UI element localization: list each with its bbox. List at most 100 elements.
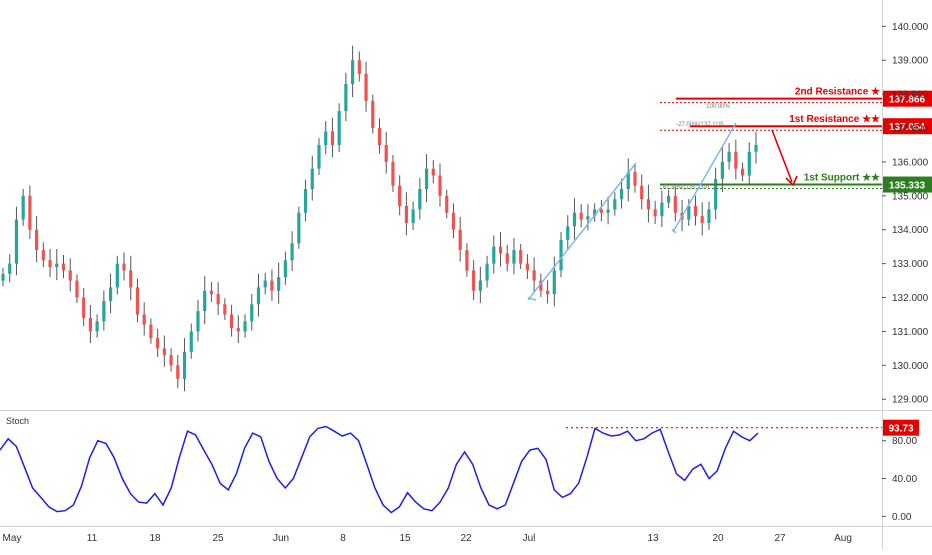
candle-body — [324, 131, 328, 145]
stoch-value-label: 93.73 — [888, 424, 913, 435]
candle-body — [687, 206, 691, 220]
candle-body — [505, 253, 509, 264]
candles — [1, 45, 758, 392]
candle-body — [250, 304, 254, 322]
level-price-label: 137.866 — [889, 95, 926, 106]
candle-body — [700, 216, 704, 223]
candle-body — [310, 168, 314, 190]
candle-body — [115, 263, 119, 288]
price-tick-label: 131.000 — [892, 327, 929, 338]
candle-body — [203, 290, 207, 312]
candle-body — [478, 280, 482, 291]
candle-body — [498, 246, 503, 254]
pattern-line — [671, 228, 677, 234]
candle-body — [142, 314, 146, 325]
candle-body — [88, 317, 93, 332]
stoch-title: Stoch — [6, 416, 29, 426]
candle-body — [525, 263, 530, 271]
price-tick-label: 132.000 — [892, 293, 929, 304]
axes: 140.000 139.000 138.000 137.000 136.000 135.0… — [3, 22, 929, 544]
candle-body — [572, 212, 577, 227]
time-tick-label: 8 — [340, 533, 346, 544]
candle-body — [243, 321, 247, 332]
candle-body — [297, 212, 301, 244]
candle-body — [169, 355, 173, 366]
price-tick-label: 135.000 — [892, 191, 929, 202]
candle-body — [1, 273, 5, 281]
time-tick-label: 22 — [460, 533, 472, 544]
candle-body — [633, 172, 637, 186]
candle-body — [41, 250, 45, 261]
price-tick-label: 136.000 — [892, 157, 929, 168]
candle-body — [61, 263, 66, 271]
candle-body — [256, 287, 261, 305]
candle-body — [619, 189, 624, 200]
candle-body — [646, 199, 651, 210]
candle-body — [102, 300, 106, 322]
candle-body — [559, 239, 563, 271]
time-tick-label: 11 — [87, 533, 98, 544]
candle-body — [176, 365, 180, 379]
candle-body — [75, 280, 79, 298]
candle-body — [135, 287, 140, 315]
time-tick-label: 13 — [647, 533, 659, 544]
candle-body — [747, 151, 751, 176]
pattern-line — [527, 297, 537, 301]
candle-body — [8, 263, 12, 274]
candle-body — [566, 226, 570, 240]
candle-body — [606, 209, 610, 213]
candle-body — [512, 250, 516, 264]
candle-body — [351, 60, 355, 84]
candle-body — [209, 290, 214, 295]
stoch-tick-label: 40.00 — [892, 474, 917, 485]
price-tick-label: 140.000 — [892, 22, 929, 33]
candle-body — [666, 195, 671, 203]
time-tick-label: 20 — [712, 533, 724, 544]
stoch-line — [0, 425, 759, 514]
time-tick-label: May — [3, 533, 22, 544]
time-tick-label: 15 — [399, 533, 411, 544]
forecast-arrow — [771, 129, 793, 183]
candle-body — [418, 189, 422, 210]
candle-body — [122, 263, 126, 271]
candle-body — [485, 263, 489, 281]
candle-body — [330, 131, 335, 145]
candle-body — [28, 195, 32, 230]
candle-body — [55, 263, 59, 268]
price-tick-label: 129.000 — [892, 395, 929, 406]
candle-body — [68, 270, 72, 281]
candle-body — [391, 161, 395, 186]
candle-body — [660, 202, 664, 217]
candle-body — [317, 144, 321, 169]
level-price-label: 137.054 — [889, 122, 926, 133]
level-price-box — [883, 90, 932, 107]
candle-body — [263, 280, 267, 288]
candle-body — [438, 175, 442, 196]
candle-body — [640, 185, 644, 200]
candle-body — [593, 209, 597, 217]
candle-body — [714, 178, 718, 210]
candle-body — [451, 212, 456, 230]
candle-body — [552, 270, 556, 295]
candle-body — [653, 209, 657, 217]
candle-body — [189, 331, 193, 352]
candle-body — [108, 287, 113, 301]
price-tick-label: 130.000 — [892, 361, 929, 372]
level-name: 1st Resistance ★★ — [789, 114, 880, 125]
time-tick-label: 18 — [149, 533, 161, 544]
candle-body — [371, 100, 375, 129]
candle-body — [14, 219, 19, 264]
candle-body — [196, 311, 200, 332]
candle-body — [357, 60, 361, 74]
candle-body — [727, 151, 731, 162]
time-tick-label: Jun — [273, 533, 289, 544]
stoch: 80.00 40.00 0.00 93.73 — [0, 419, 919, 523]
candle-body — [431, 168, 435, 176]
candle-body — [377, 128, 382, 145]
candle-body — [229, 314, 234, 329]
levels: 2nd Resistance ★ 137.866 1st Resistance ★★… — [527, 87, 932, 301]
time-tick-label: 27 — [774, 533, 786, 544]
candle-body — [82, 297, 86, 318]
